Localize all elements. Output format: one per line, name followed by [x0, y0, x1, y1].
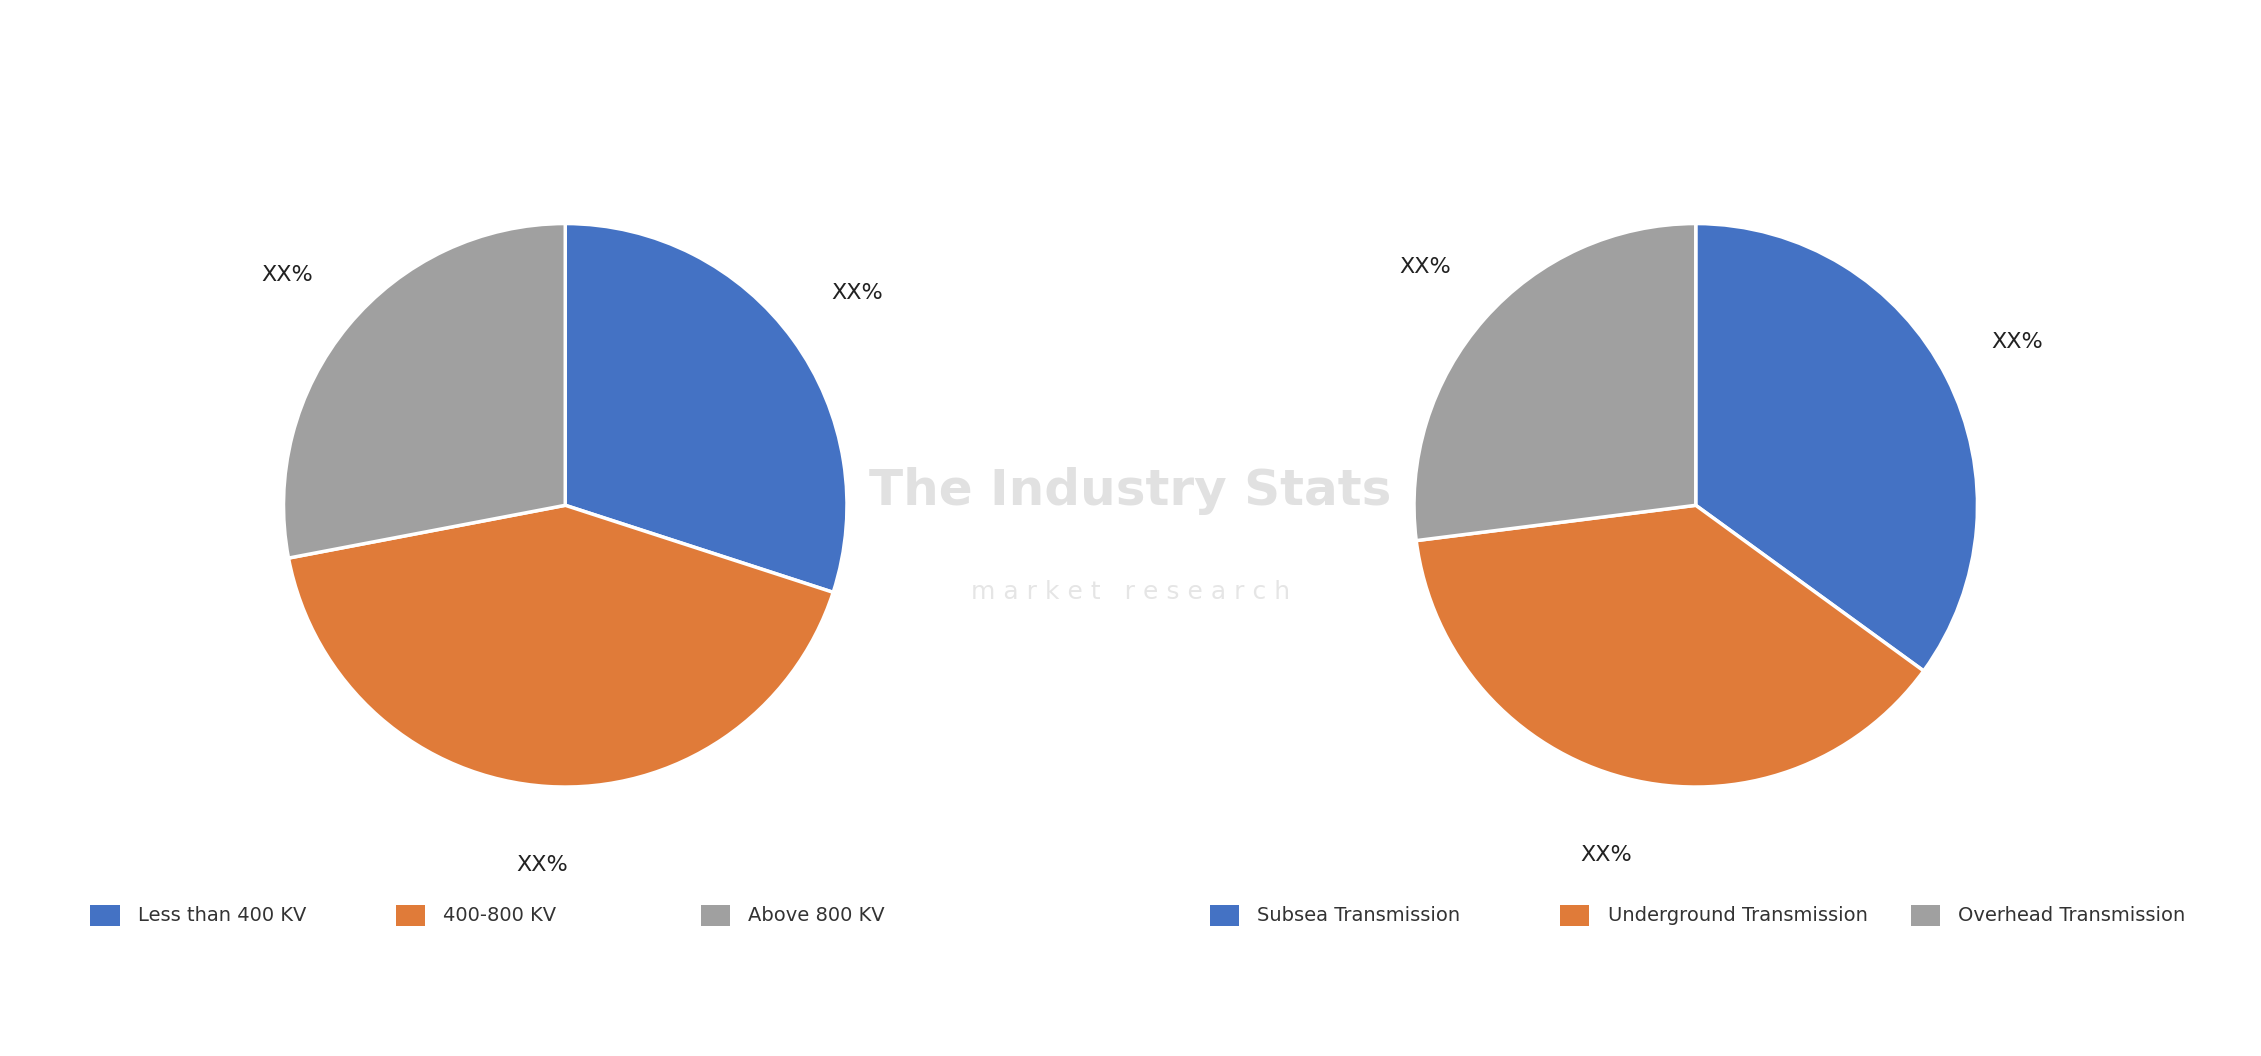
- Text: XX%: XX%: [1992, 332, 2044, 352]
- Text: Overhead Transmission: Overhead Transmission: [1958, 906, 2186, 925]
- Text: Underground Transmission: Underground Transmission: [1608, 906, 1868, 925]
- Wedge shape: [289, 506, 834, 787]
- Text: 400-800 KV: 400-800 KV: [443, 906, 556, 925]
- Text: m a r k e t   r e s e a r c h: m a r k e t r e s e a r c h: [970, 581, 1291, 604]
- Text: Subsea Transmission: Subsea Transmission: [1257, 906, 1461, 925]
- Text: XX%: XX%: [1400, 257, 1452, 277]
- Text: Above 800 KV: Above 800 KV: [748, 906, 884, 925]
- Wedge shape: [283, 224, 565, 558]
- Text: XX%: XX%: [262, 265, 314, 285]
- Wedge shape: [1415, 506, 1924, 787]
- Bar: [1911, 905, 1940, 926]
- Bar: [1210, 905, 1239, 926]
- Wedge shape: [1696, 224, 1978, 671]
- Text: Source: Theindustrystats Analysis: Source: Theindustrystats Analysis: [29, 1002, 405, 1021]
- Text: Less than 400 KV: Less than 400 KV: [138, 906, 305, 925]
- Text: XX%: XX%: [518, 855, 568, 875]
- Wedge shape: [565, 224, 848, 592]
- Text: XX%: XX%: [832, 283, 882, 303]
- Bar: [701, 905, 730, 926]
- Text: Email: sales@theindustrystats.com: Email: sales@theindustrystats.com: [870, 1002, 1257, 1021]
- Text: Website: www.theindustrystats.com: Website: www.theindustrystats.com: [1628, 1002, 2028, 1021]
- Wedge shape: [1413, 224, 1696, 541]
- Bar: [90, 905, 120, 926]
- Text: The Industry Stats: The Industry Stats: [868, 467, 1393, 514]
- Bar: [1560, 905, 1589, 926]
- Text: Fig. Global High Voltage Direct Current (HVDC) Transmission Market Share by Prod: Fig. Global High Voltage Direct Current …: [29, 32, 1438, 57]
- Text: Application: Application: [29, 100, 199, 126]
- Bar: [396, 905, 425, 926]
- Text: XX%: XX%: [1580, 845, 1632, 865]
